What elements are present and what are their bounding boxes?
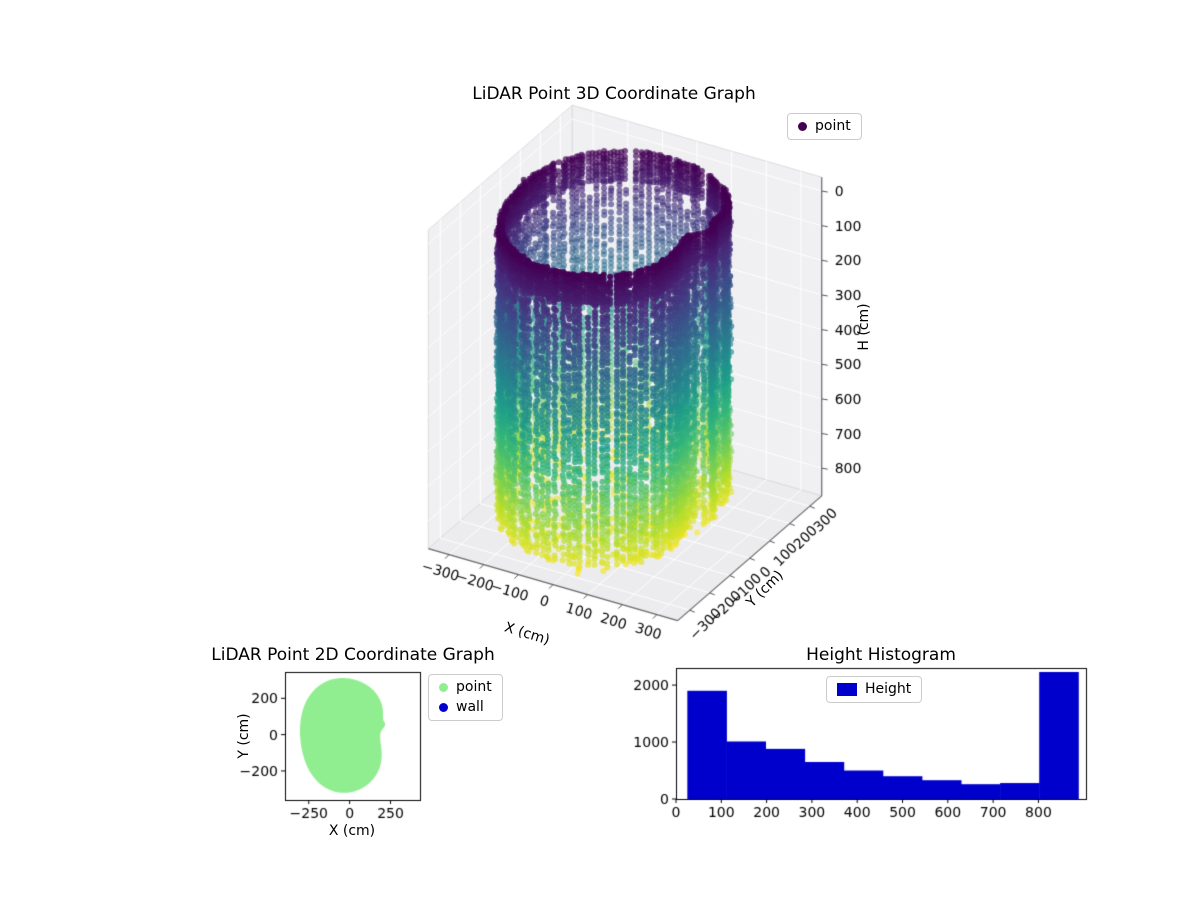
plot3d-haxis-label: H (cm) <box>856 303 872 351</box>
legend-item: point <box>798 118 851 135</box>
plot3d-canvas <box>370 95 920 675</box>
legend-label: point <box>815 118 851 134</box>
plot2d-canvas <box>230 666 430 826</box>
histogram-legend: Height <box>826 676 923 703</box>
plot2d-title: LiDAR Point 2D Coordinate Graph <box>211 645 495 665</box>
plot2d-legend: point wall <box>428 674 503 721</box>
legend-item: point <box>439 679 492 696</box>
legend-marker-dot-icon <box>439 683 448 692</box>
legend-label: point <box>456 679 492 695</box>
legend-label: Height <box>865 681 912 697</box>
legend-marker-dot-icon <box>439 703 448 712</box>
legend-marker-dot-icon <box>798 122 807 131</box>
plot2d-yaxis-label: Y (cm) <box>236 713 252 759</box>
legend-item: Height <box>837 681 911 698</box>
plot2d-xaxis-label: X (cm) <box>328 823 376 839</box>
plot3d-title: LiDAR Point 3D Coordinate Graph <box>472 84 756 104</box>
plot3d-legend: point <box>787 113 862 140</box>
histogram-title: Height Histogram <box>806 645 956 665</box>
legend-item: wall <box>439 699 492 716</box>
legend-label: wall <box>456 699 484 715</box>
legend-marker-swatch-icon <box>837 683 857 696</box>
